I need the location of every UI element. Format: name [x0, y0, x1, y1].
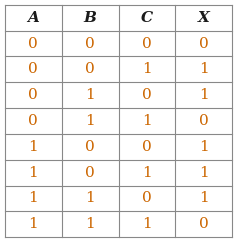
Text: 1: 1 — [142, 166, 152, 180]
Text: 1: 1 — [28, 166, 38, 180]
Text: 0: 0 — [85, 37, 95, 51]
Text: 1: 1 — [85, 114, 95, 128]
Text: 0: 0 — [28, 37, 38, 51]
Text: 1: 1 — [142, 217, 152, 231]
Text: 1: 1 — [142, 114, 152, 128]
Text: 1: 1 — [199, 166, 209, 180]
Text: 0: 0 — [28, 114, 38, 128]
Text: 1: 1 — [28, 217, 38, 231]
Text: B: B — [84, 11, 96, 25]
Text: 1: 1 — [142, 62, 152, 76]
Text: 1: 1 — [199, 140, 209, 154]
Text: 0: 0 — [85, 140, 95, 154]
Text: 0: 0 — [28, 62, 38, 76]
Text: 0: 0 — [142, 191, 152, 205]
Text: X: X — [198, 11, 210, 25]
Text: 1: 1 — [85, 191, 95, 205]
Text: A: A — [27, 11, 39, 25]
Text: 1: 1 — [28, 191, 38, 205]
Text: 1: 1 — [28, 140, 38, 154]
Text: C: C — [141, 11, 153, 25]
Text: 0: 0 — [142, 37, 152, 51]
Text: 0: 0 — [85, 166, 95, 180]
Text: 0: 0 — [199, 217, 209, 231]
Text: 0: 0 — [142, 88, 152, 102]
Text: 0: 0 — [85, 62, 95, 76]
Text: 1: 1 — [85, 88, 95, 102]
Text: 1: 1 — [199, 191, 209, 205]
Text: 1: 1 — [199, 62, 209, 76]
Text: 0: 0 — [142, 140, 152, 154]
Text: 1: 1 — [85, 217, 95, 231]
Text: 0: 0 — [28, 88, 38, 102]
Text: 1: 1 — [199, 88, 209, 102]
Text: 0: 0 — [199, 37, 209, 51]
Text: 0: 0 — [199, 114, 209, 128]
